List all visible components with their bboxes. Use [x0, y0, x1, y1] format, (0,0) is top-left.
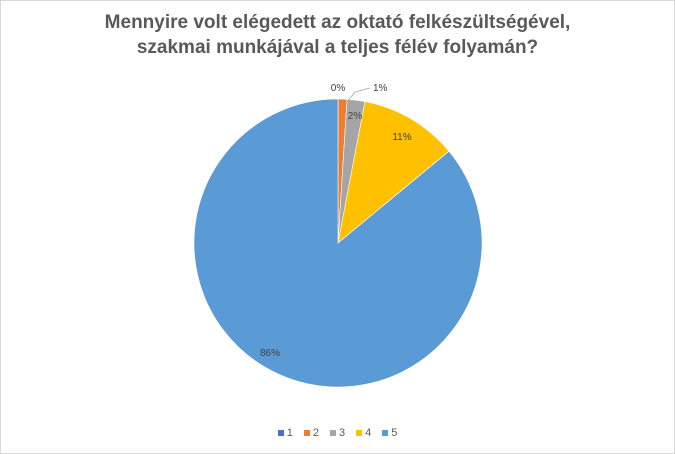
legend-item-3: 3 [329, 427, 346, 439]
legend-swatch-3 [329, 430, 336, 436]
legend-label-4: 4 [365, 427, 372, 439]
chart-title: Mennyire volt elégedett az oktató felkés… [0, 10, 675, 60]
chart-title-line-1: Mennyire volt elégedett az oktató felkés… [104, 12, 571, 33]
legend-item-4: 4 [356, 427, 371, 439]
legend-swatch-4 [356, 430, 363, 436]
legend-swatch-2 [303, 430, 310, 436]
chart-legend: 1 2 3 4 5 [0, 427, 675, 439]
data-label-5: 86% [260, 348, 280, 359]
legend-swatch-5 [382, 430, 389, 436]
legend-label-5: 5 [391, 427, 398, 439]
legend-label-1: 1 [286, 427, 293, 439]
legend-item-2: 2 [303, 427, 319, 439]
data-label-2: 1% [373, 83, 388, 94]
legend-item-1: 1 [277, 427, 293, 439]
leader-line [346, 87, 371, 103]
legend-swatch-1 [277, 430, 284, 436]
chart-title-line-2: szakmai munkájával a teljes félév folyam… [136, 37, 539, 58]
data-label-3: 2% [348, 111, 363, 122]
pie-slice-4 [337, 101, 450, 244]
data-label-4: 11% [392, 132, 411, 143]
pie-slice-5 [193, 98, 483, 388]
legend-item-5: 5 [382, 427, 397, 439]
data-label-1: 0% [331, 83, 346, 94]
legend-label-3: 3 [338, 427, 346, 439]
legend-label-2: 2 [312, 427, 319, 439]
